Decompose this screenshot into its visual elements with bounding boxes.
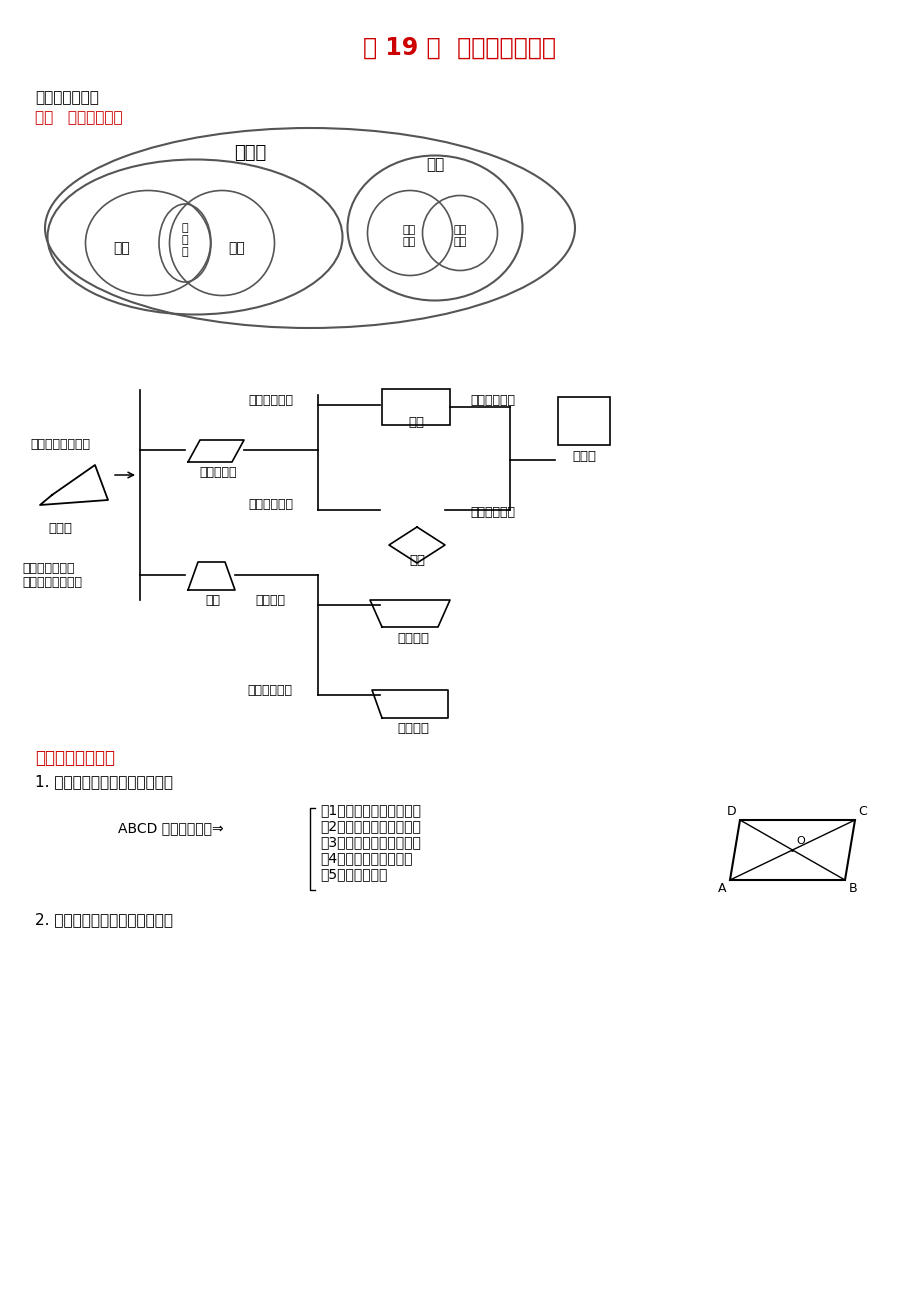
Text: 直角
梯形: 直角 梯形 xyxy=(453,225,466,247)
Text: 一、   关系结构图：: 一、 关系结构图： xyxy=(35,111,122,125)
Text: A: A xyxy=(717,881,725,894)
Text: 正方形: 正方形 xyxy=(572,449,596,462)
Text: 矩形: 矩形 xyxy=(407,415,424,428)
Text: （3）两组对角分别相等；: （3）两组对角分别相等； xyxy=(320,835,420,849)
Text: 矩形: 矩形 xyxy=(114,241,130,255)
Text: 一个角是直角: 一个角是直角 xyxy=(246,684,291,697)
Text: （4）对角线互相平分；: （4）对角线互相平分； xyxy=(320,852,412,865)
Text: 第 19 章  四边形知识归纳: 第 19 章 四边形知识归纳 xyxy=(363,36,556,60)
Text: （1）两组对边分别平行；: （1）两组对边分别平行； xyxy=(320,803,421,816)
Text: 一个角是直角: 一个角是直角 xyxy=(470,506,515,519)
Text: 菱形: 菱形 xyxy=(409,553,425,566)
Text: 两组对边分别平行: 两组对边分别平行 xyxy=(30,439,90,452)
Text: 另一组对边不平行: 另一组对边不平行 xyxy=(22,575,82,589)
Text: 等腰
梯形: 等腰 梯形 xyxy=(402,225,415,247)
Text: O: O xyxy=(796,836,804,846)
Text: 一组对边平行，: 一组对边平行， xyxy=(22,561,74,574)
Text: 四边形: 四边形 xyxy=(233,145,266,161)
Text: 1. 平行四边形的性质（重点）：: 1. 平行四边形的性质（重点）： xyxy=(35,775,173,789)
Text: D: D xyxy=(726,805,736,818)
Text: （5）邻角互补．: （5）邻角互补． xyxy=(320,867,387,881)
Text: 四边形知识点：: 四边形知识点： xyxy=(35,91,98,105)
Text: 二、知识点讲解：: 二、知识点讲解： xyxy=(35,749,115,767)
Text: 平行四边形: 平行四边形 xyxy=(199,466,236,479)
Text: 梯形: 梯形 xyxy=(425,158,444,172)
Text: B: B xyxy=(847,881,857,894)
Text: 两腰相等: 两腰相等 xyxy=(255,594,285,607)
Text: 菱形: 菱形 xyxy=(229,241,245,255)
Text: ABCD 是平行四边形⇒: ABCD 是平行四边形⇒ xyxy=(118,822,223,835)
Text: 等腰梯形: 等腰梯形 xyxy=(397,631,428,644)
Text: 梯形: 梯形 xyxy=(205,595,221,608)
Text: 直角梯形: 直角梯形 xyxy=(397,723,428,736)
Text: C: C xyxy=(857,805,867,818)
Text: 一组邻边相等: 一组邻边相等 xyxy=(248,499,292,512)
Text: 正
方
形: 正 方 形 xyxy=(181,224,188,256)
Text: （2）两组对边分别相等；: （2）两组对边分别相等； xyxy=(320,819,420,833)
Text: 四边形: 四边形 xyxy=(48,522,72,535)
Text: 2. 平行四边形的判定（难点）：: 2. 平行四边形的判定（难点）： xyxy=(35,913,173,927)
Text: 一组邻边相等: 一组邻边相等 xyxy=(470,393,515,406)
Text: 一个角是直角: 一个角是直角 xyxy=(248,393,292,406)
